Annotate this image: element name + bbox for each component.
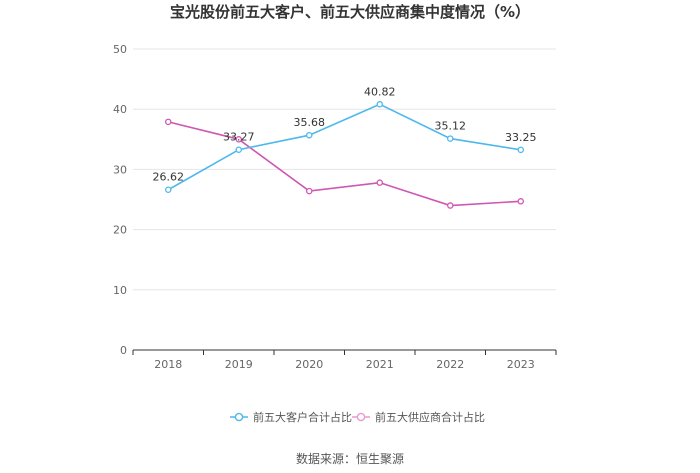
data-label: 35.12: [435, 120, 467, 133]
legend-label: 前五大客户合计占比: [253, 410, 352, 424]
y-tick-label: 20: [113, 224, 127, 237]
x-tick-label: 2019: [225, 358, 253, 371]
data-point[interactable]: [235, 146, 242, 153]
data-label: 26.62: [153, 171, 185, 184]
x-tick-label: 2022: [436, 358, 464, 371]
y-tick-label: 0: [120, 344, 127, 357]
data-point[interactable]: [376, 101, 383, 108]
y-tick-label: 40: [113, 103, 127, 116]
data-point[interactable]: [305, 131, 313, 139]
legend-marker: [356, 412, 366, 422]
legend-marker: [234, 412, 244, 422]
legend-item-1[interactable]: 前五大客户合计占比: [230, 410, 352, 424]
data-source: 数据来源：恒生聚源: [296, 451, 404, 466]
data-labels: 26.62 33.27 35.68 40.82 35.12 33.25: [153, 85, 537, 183]
data-point[interactable]: [164, 186, 172, 193]
grid: [133, 48, 556, 291]
series-line-2: [168, 121, 521, 207]
data-label: 33.25: [505, 131, 537, 144]
data-point[interactable]: [446, 135, 454, 142]
legend[interactable]: 前五大客户合计占比 前五大供应商合计占比: [230, 410, 485, 424]
y-tick-label: 50: [113, 43, 127, 56]
data-point[interactable]: [164, 118, 172, 126]
x-axis: 2018 2019 2020 2021 2022 2023: [132, 349, 557, 371]
data-point[interactable]: [446, 202, 454, 209]
x-tick-label: 2023: [507, 358, 535, 371]
data-label: 35.68: [294, 116, 326, 129]
data-point[interactable]: [376, 179, 383, 186]
x-tick-label: 2018: [154, 358, 182, 371]
y-tick-label: 30: [113, 163, 127, 176]
series-line-1: [167, 103, 521, 191]
data-label: 40.82: [364, 85, 396, 98]
chart-title: 宝光股份前五大客户、前五大供应商集中度情况（%）: [170, 3, 530, 21]
legend-item-2[interactable]: 前五大供应商合计占比: [352, 410, 485, 424]
data-point[interactable]: [517, 146, 525, 154]
legend-label: 前五大供应商合计占比: [375, 410, 485, 424]
data-point[interactable]: [517, 198, 525, 205]
x-tick-label: 2020: [295, 358, 323, 371]
y-axis: 0 10 20 30 40 50: [113, 43, 127, 357]
data-point[interactable]: [235, 136, 242, 143]
y-tick-label: 10: [113, 284, 127, 297]
series-layer: [164, 101, 525, 209]
data-label: 33.27: [223, 131, 255, 144]
data-point[interactable]: [305, 187, 313, 195]
x-tick-label: 2021: [366, 358, 394, 371]
